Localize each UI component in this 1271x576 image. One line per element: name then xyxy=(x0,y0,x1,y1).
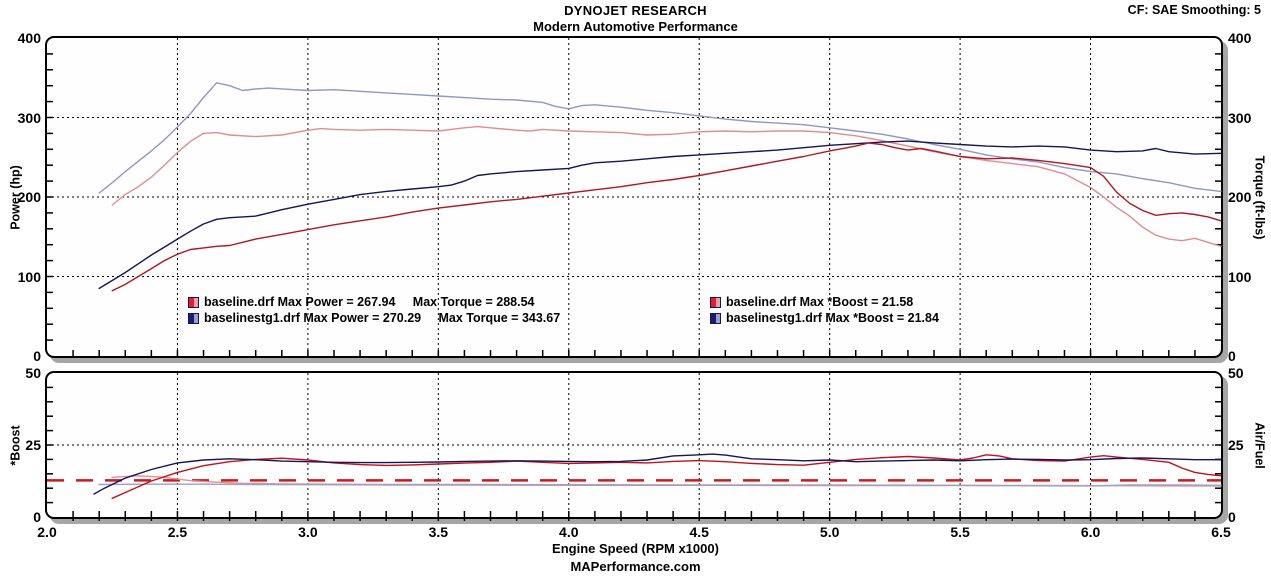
curve-baseline-drf-power xyxy=(111,142,1222,292)
y-axis-tick-label: 100 xyxy=(17,268,41,285)
curve-baseline-drf-boost xyxy=(111,454,1222,500)
y-axis-tick-label: 50 xyxy=(1228,365,1244,381)
x-axis-tick-label: 6.0 xyxy=(1080,524,1101,540)
footer-website: MAPerformance.com xyxy=(570,559,701,574)
legend-label: baselinestg1.drf Max *Boost = 21.84 xyxy=(726,311,939,325)
y-axis-tick-label: 100 xyxy=(1228,268,1252,285)
legend-label: baseline.drf Max *Boost = 21.58 xyxy=(726,295,914,309)
power-torque-chart-canvas xyxy=(47,38,1222,356)
report-subtitle: Modern Automotive Performance xyxy=(533,19,738,34)
legend-row-baselinestg1-boost: baselinestg1.drf Max *Boost = 21.84 xyxy=(710,310,939,326)
baselinestg1-swatch-icon xyxy=(188,312,199,324)
legend-label: baseline.drf Max Power = 267.94 Max Torq… xyxy=(204,295,535,309)
correction-smoothing-info: CF: SAE Smoothing: 5 xyxy=(1127,3,1261,17)
x-axis-tick-label: 4.0 xyxy=(559,524,579,540)
y-axis-tick-label: 400 xyxy=(17,30,41,46)
x-axis-tick-label: 5.0 xyxy=(819,524,840,540)
x-axis-tick-label: 3.0 xyxy=(298,524,318,540)
curve-baselinestg1-drf-torque xyxy=(98,82,1222,194)
boost-afr-panel xyxy=(45,371,1223,521)
y-axis-tick-label: 400 xyxy=(1228,30,1252,46)
y-axis-tick-label: 200 xyxy=(1228,189,1252,205)
y-axis-tick-label: 200 xyxy=(17,189,41,205)
x-axis-tick-label: 5.5 xyxy=(950,524,970,540)
legend-row-baseline-boost: baseline.drf Max *Boost = 21.58 xyxy=(710,294,939,310)
curve-baseline-drf-torque xyxy=(111,125,1222,248)
x-axis-title: Engine Speed (RPM x1000) xyxy=(552,541,719,556)
baseline-swatch-icon xyxy=(710,296,721,308)
power-torque-legend: baseline.drf Max Power = 267.94 Max Torq… xyxy=(188,294,560,326)
y-axis-tick-label: 300 xyxy=(1228,109,1252,126)
legend-label: baselinestg1.drf Max Power = 270.29 Max … xyxy=(204,311,561,325)
y-axis-tick-label: 0 xyxy=(33,348,41,364)
curve-baselinestg1-drf-power xyxy=(98,140,1222,290)
report-title: DYNOJET RESEARCH xyxy=(564,3,707,18)
y-axis-tick-label: 50 xyxy=(25,365,41,381)
boost-afr-chart-canvas xyxy=(47,373,1222,521)
legend-row-baselinestg1: baselinestg1.drf Max Power = 270.29 Max … xyxy=(188,310,560,326)
power-torque-panel: baseline.drf Max Power = 267.94 Max Torq… xyxy=(45,36,1223,358)
x-axis-tick-label: 6.5 xyxy=(1211,524,1231,540)
baseline-swatch-icon xyxy=(188,296,199,308)
y-axis-tick-label: 300 xyxy=(17,109,41,126)
curve-baselinestg1-drf-boost xyxy=(93,453,1222,495)
y-axis-tick-label: 0 xyxy=(1228,348,1236,364)
x-axis-tick-label: 2.0 xyxy=(37,524,57,540)
boost-legend: baseline.drf Max *Boost = 21.58 baseline… xyxy=(710,294,939,326)
x-axis-tick-label: 4.5 xyxy=(689,524,709,540)
x-axis-tick-label: 2.5 xyxy=(167,524,188,540)
baselinestg1-swatch-icon xyxy=(710,312,721,324)
legend-row-baseline: baseline.drf Max Power = 267.94 Max Torq… xyxy=(188,294,560,310)
y-axis-tick-label: 0 xyxy=(1228,509,1236,525)
y-axis-tick-label: 25 xyxy=(1228,437,1244,453)
y-axis-tick-label: 0 xyxy=(33,509,41,525)
x-axis-tick-label: 3.5 xyxy=(428,524,449,540)
y-axis-tick-label: 25 xyxy=(25,437,41,453)
curve-baselinestg1-drf-air-fuel xyxy=(98,483,1222,487)
